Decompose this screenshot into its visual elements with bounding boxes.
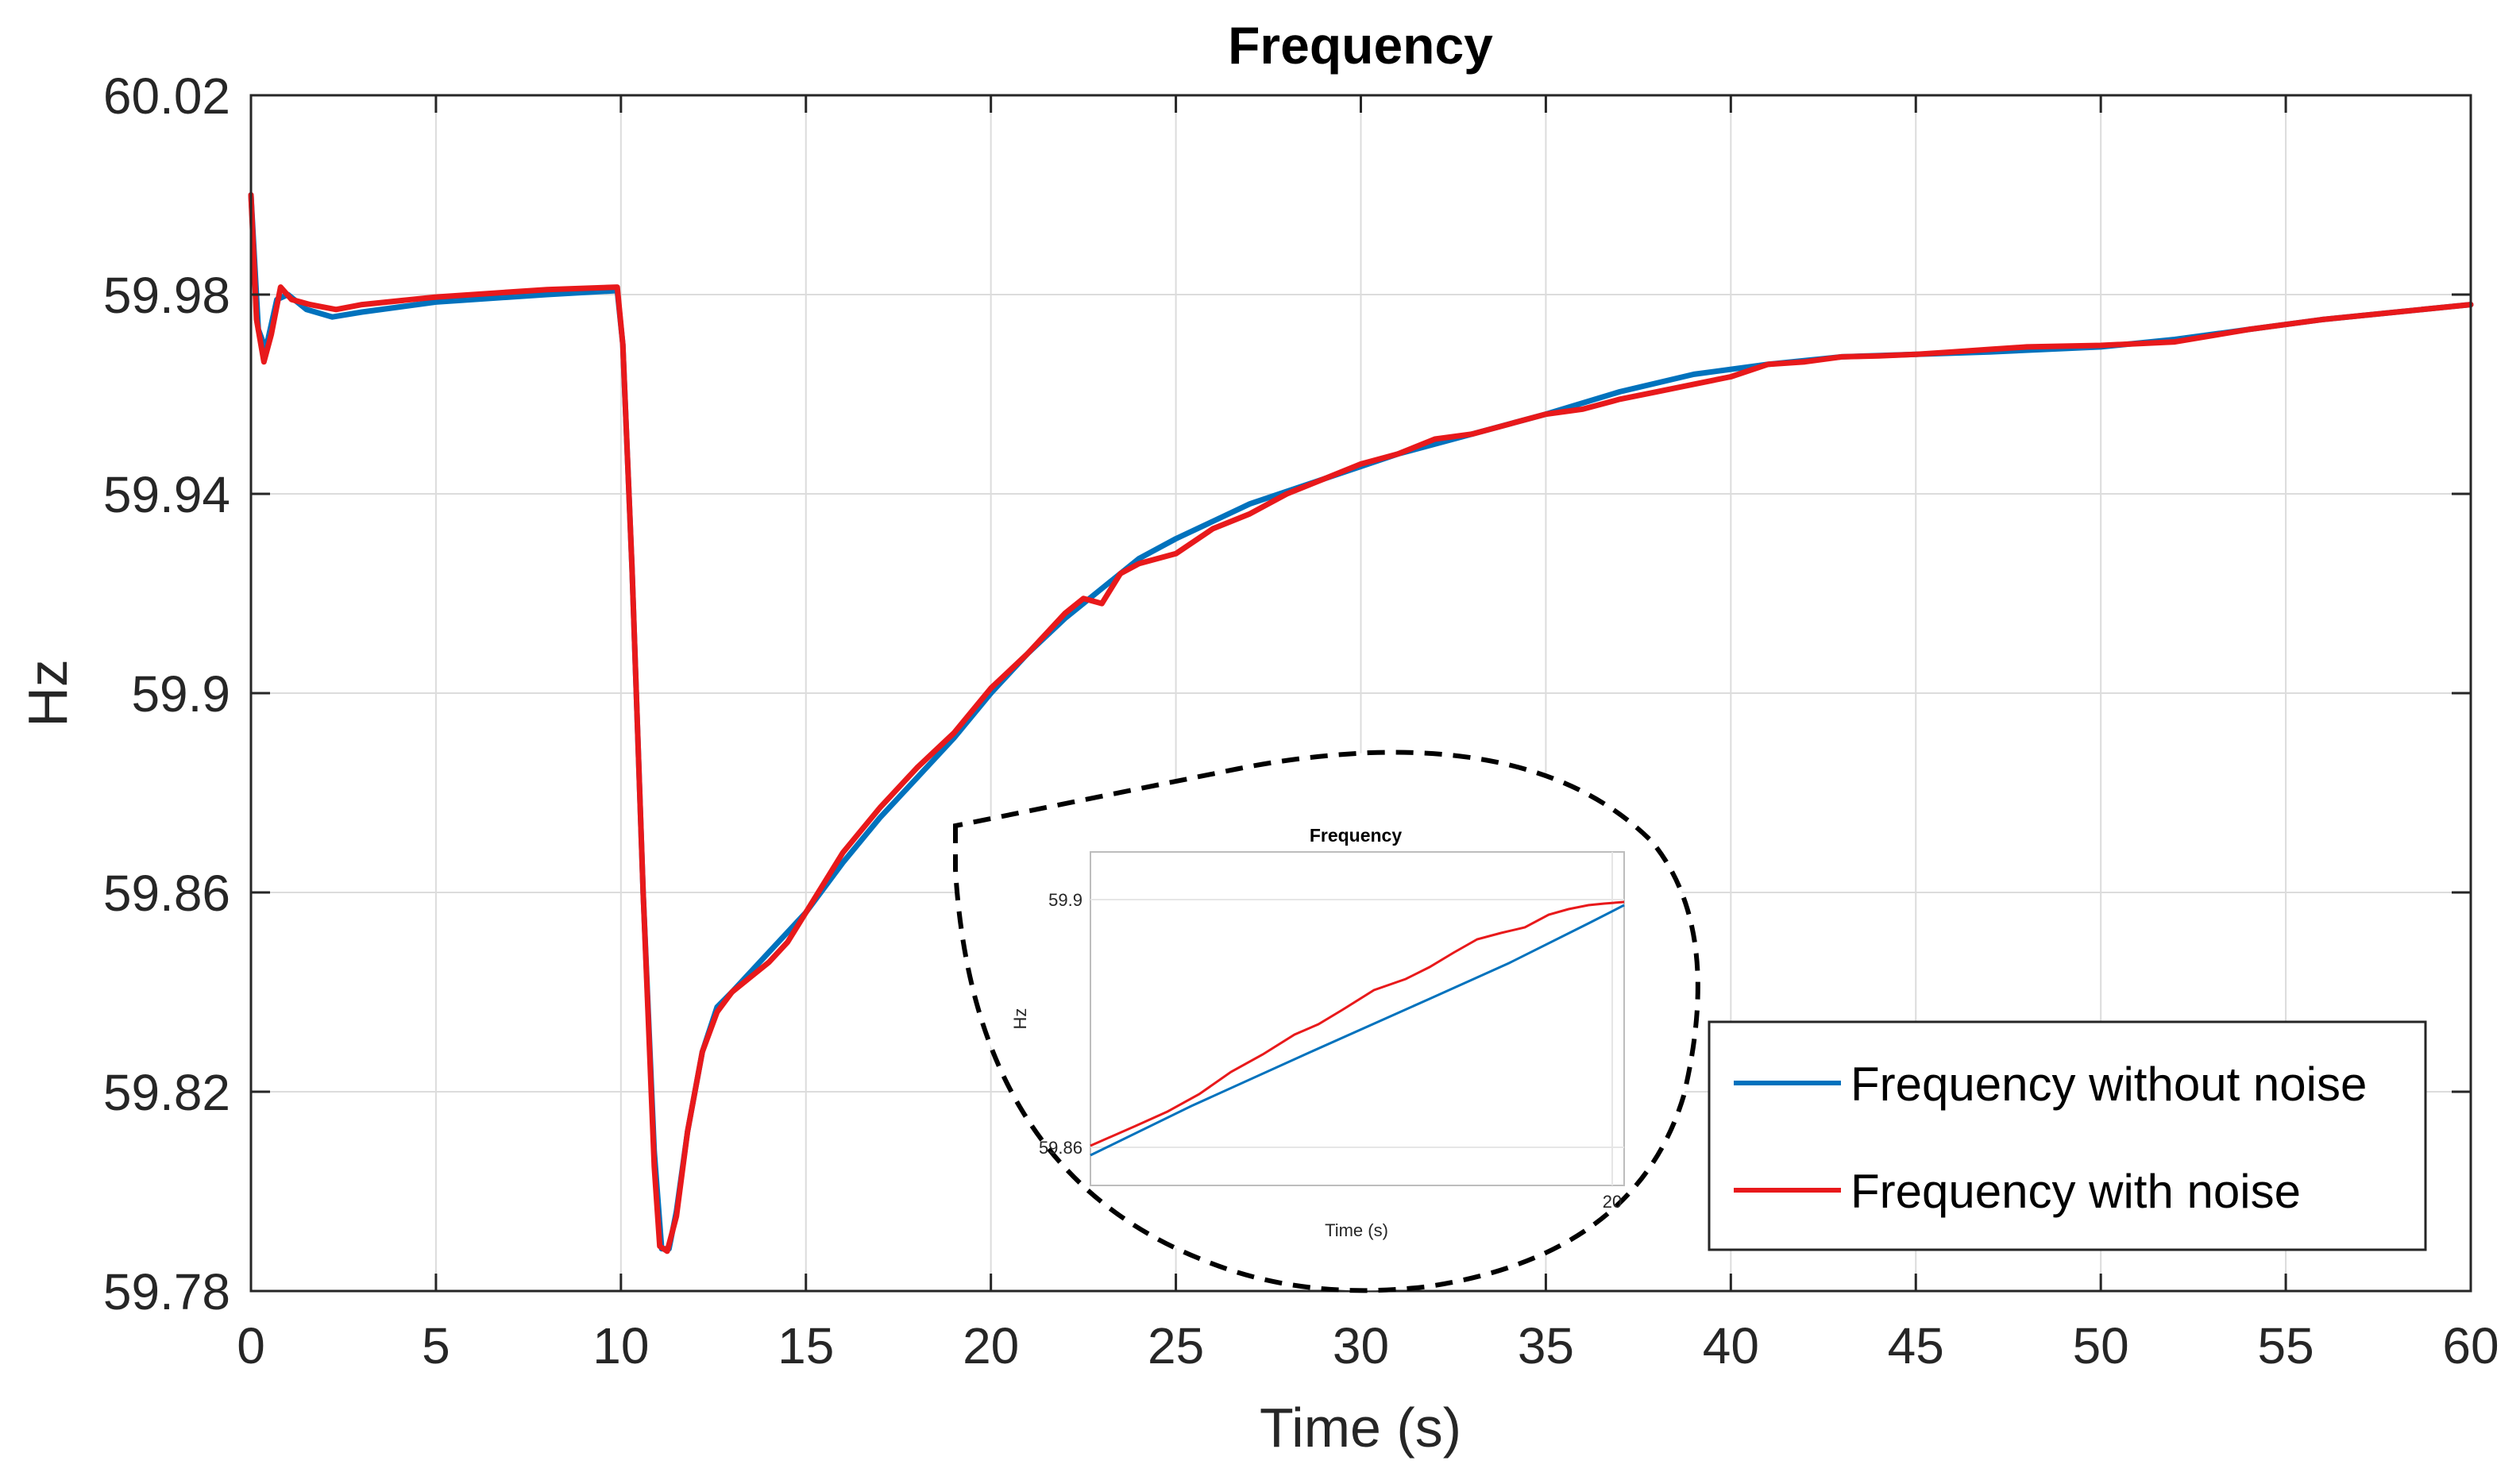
x-tick-label: 25 — [1148, 1317, 1204, 1374]
y-tick-label: 60.02 — [103, 67, 230, 125]
y-tick-label: 59.94 — [103, 466, 230, 523]
x-tick-label: 0 — [237, 1317, 265, 1374]
x-tick-label: 15 — [778, 1317, 834, 1374]
tick-layer: 0 5 10 15 20 25 30 35 40 45 50 55 60 59.78 59.82 59.86 5… — [103, 67, 2499, 1374]
inset-axes-frame — [1090, 851, 1625, 1186]
legend-box — [1708, 1020, 2427, 1251]
inset-y-tick-label: 59.86 — [1039, 1138, 1082, 1158]
series-layer — [248, 192, 2474, 1255]
inset-series-line-with-noise — [1090, 900, 1625, 1147]
inset-y-tick-label: 59.9 — [1048, 890, 1082, 910]
y-axis-label: Hz — [17, 659, 79, 727]
zoom-inset: Frequency 59.9 59.86 20 Time (s) Hz — [953, 750, 1700, 1293]
x-tick-label: 40 — [1703, 1317, 1759, 1374]
x-tick-label: 10 — [592, 1317, 649, 1374]
y-tick-label: 59.9 — [131, 665, 230, 723]
x-tick-label: 60 — [2442, 1317, 2499, 1374]
x-tick-label: 35 — [1518, 1317, 1574, 1374]
legend-label-without-noise: Frequency without noise — [1850, 1058, 2367, 1111]
y-tick-label: 59.98 — [103, 267, 230, 324]
x-tick-label: 50 — [2073, 1317, 2129, 1374]
y-tick-label: 59.82 — [103, 1064, 230, 1121]
x-axis-label: Time (s) — [1260, 1397, 1461, 1459]
x-tick-label: 20 — [963, 1317, 1019, 1374]
x-tick-label: 45 — [1888, 1317, 1944, 1374]
x-tick-label: 30 — [1333, 1317, 1389, 1374]
y-tick-label: 59.78 — [103, 1263, 230, 1320]
x-tick-label: 55 — [2257, 1317, 2314, 1374]
legend-label-with-noise: Frequency with noise — [1850, 1165, 2301, 1218]
legend: Frequency without noise Frequency with n… — [1708, 1020, 2427, 1251]
inset-title: Frequency — [1310, 825, 1403, 846]
x-tick-label: 5 — [422, 1317, 450, 1374]
series-line-with-noise — [248, 192, 2474, 1255]
inset-x-axis-label: Time (s) — [1325, 1220, 1388, 1240]
inset-x-tick-label: 20 — [1603, 1192, 1622, 1212]
inset-y-axis-label: Hz — [1010, 1008, 1030, 1030]
inset-series-line-without-noise — [1090, 904, 1625, 1157]
y-tick-label: 59.86 — [103, 865, 230, 922]
chart-title: Frequency — [1228, 16, 1493, 75]
